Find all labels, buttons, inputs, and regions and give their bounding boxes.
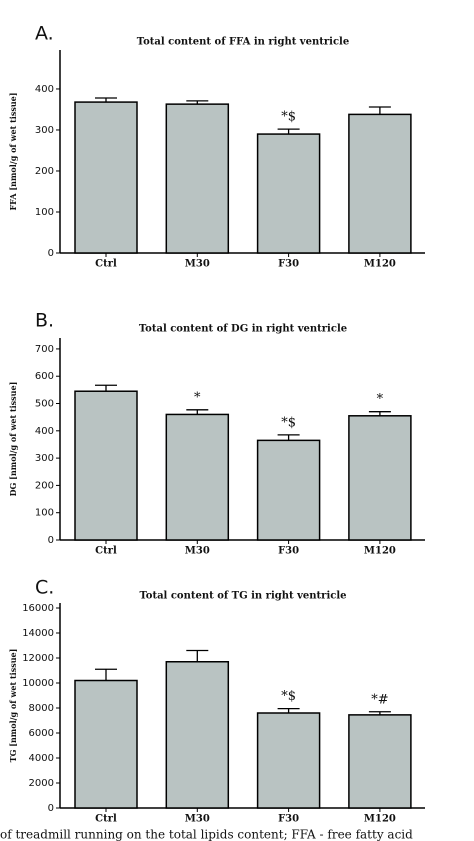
y-tick-label: 16000 [22,603,54,614]
x-tick-label: M120 [364,814,396,825]
y-axis-label: TG [nmol/g of wet tissue] [8,649,18,763]
y-tick-label: 500 [35,399,54,410]
y-tick-label: 400 [35,426,54,437]
x-tick-label: M120 [364,259,396,270]
y-tick-label: 600 [35,371,54,382]
y-tick-label: 300 [35,125,54,136]
y-tick-label: 100 [35,508,54,519]
caption: of treadmill running on the total lipids… [0,828,413,841]
y-tick-label: 6000 [29,728,54,739]
y-tick-label: 8000 [29,703,54,714]
y-axis-label: FFA [nmol/g of wet tissue] [8,92,18,210]
bar [348,714,412,809]
bar [165,103,230,254]
panel-label: A. [35,23,54,45]
bar [348,113,412,254]
x-tick-label: Ctrl [95,814,117,825]
annotation: *$ [281,689,296,704]
panel-label: C. [35,577,54,599]
y-tick-label: 0 [48,248,54,259]
x-tick-label: M30 [185,546,210,557]
x-tick-label: F30 [278,259,299,270]
y-axis-label: DG [nmol/g of wet tissue] [8,382,18,497]
y-tick-label: 0 [48,535,54,546]
bar [348,415,412,541]
bar [74,101,138,254]
y-tick-label: 200 [35,166,54,177]
bar [256,439,321,541]
y-tick-label: 200 [35,480,54,491]
x-tick-label: M30 [185,259,210,270]
y-tick-label: 300 [35,453,54,464]
bar [165,661,230,809]
y-tick-label: 14000 [22,628,54,639]
x-tick-label: M120 [364,546,396,557]
annotation: *$ [281,415,296,430]
y-tick-label: 10000 [22,678,54,689]
chart-title: Total content of DG in right ventricle [139,324,347,335]
bar [74,679,138,809]
annotation: * [194,390,201,405]
chart-title: Total content of TG in right ventricle [139,591,346,602]
y-tick-label: 400 [35,84,54,95]
y-tick-label: 100 [35,207,54,218]
bar [256,712,321,809]
x-tick-label: F30 [278,814,299,825]
bar [256,133,321,254]
bar [74,390,138,541]
y-tick-label: 2000 [29,778,54,789]
bar [165,413,230,541]
annotation: *# [371,692,388,707]
y-tick-label: 12000 [22,653,54,664]
y-tick-label: 4000 [29,753,54,764]
x-tick-label: M30 [185,814,210,825]
chart-title: Total content of FFA in right ventricle [137,37,349,48]
x-tick-label: Ctrl [95,546,117,557]
x-tick-label: F30 [278,546,299,557]
x-tick-label: Ctrl [95,259,117,270]
annotation: * [377,392,384,407]
y-tick-label: 0 [48,803,54,814]
y-tick-label: 700 [35,344,54,355]
annotation: *$ [281,110,296,125]
panel-label: B. [35,310,54,332]
